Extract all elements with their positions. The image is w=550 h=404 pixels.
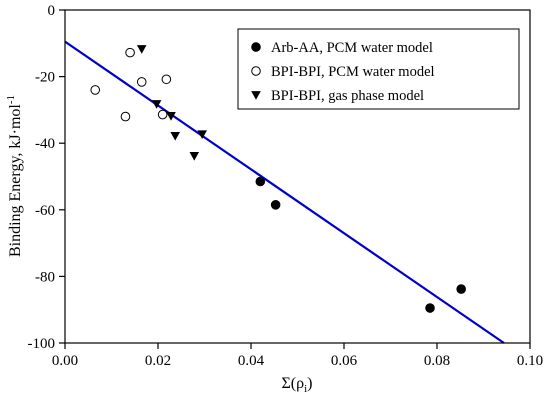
data-point-series-2-2 [120, 111, 131, 122]
y-axis-title-superscript: -1 [5, 95, 17, 104]
data-point-series-3-6 [197, 130, 207, 140]
y-axis-ticks: 0 -20 -40 -60 -80 -100 [28, 3, 65, 352]
y-axis-title-main: Binding Energy, kJ·mol [7, 104, 24, 257]
y-tick-label: -60 [35, 203, 55, 219]
data-point-series-2-5 [157, 109, 168, 120]
data-point-series-3-4 [170, 132, 181, 141]
data-point-series-3-2 [151, 100, 162, 109]
data-point-series-2-4 [136, 77, 147, 87]
data-point-series-2-3 [125, 47, 135, 58]
legend-label-series-2: BPI-BPI, PCM water model [271, 64, 435, 80]
x-axis-title: Σ(ρi) [281, 375, 312, 395]
x-axis-title-subscript: i [304, 383, 307, 395]
y-tick-label: 0 [48, 3, 56, 19]
y-tick-label: -40 [35, 136, 55, 152]
regression-fit-line [64, 40, 505, 344]
legend-marker-series-2 [251, 66, 261, 76]
data-point-series-1-4 [456, 284, 466, 294]
data-point-series-1-1 [255, 176, 266, 187]
y-axis-title: Binding Energy, kJ·mol-1 [5, 95, 24, 257]
y-tick-label: -100 [28, 336, 56, 352]
x-tick-label: 0.08 [424, 353, 450, 369]
x-axis-title-main: Σ(ρ [281, 375, 304, 392]
y-tick-label: -80 [35, 269, 55, 285]
plot-area-frame [64, 9, 531, 344]
legend-marker-series-1 [251, 42, 261, 52]
y-tick-label: -20 [35, 70, 55, 86]
x-axis-title-close: ) [307, 375, 312, 392]
data-point-series-3-3 [166, 112, 176, 121]
legend-box [237, 28, 520, 110]
x-tick-label: 0.10 [517, 353, 543, 369]
legend-label-series-1: Arb-AA, PCM water model [271, 40, 433, 56]
data-point-series-3-1 [136, 45, 147, 54]
legend: Arb-AA, PCM water model BPI-BPI, PCM wate… [237, 28, 520, 110]
x-tick-label: 0.00 [52, 353, 78, 369]
legend-marker-series-3 [251, 91, 261, 100]
x-tick-label: 0.04 [238, 353, 265, 369]
data-point-series-1-3 [425, 303, 435, 313]
data-point-series-3-5 [189, 152, 200, 161]
data-point-series-1-2 [270, 200, 281, 210]
legend-label-series-3: BPI-BPI, gas phase model [271, 88, 424, 104]
data-point-series-2-1 [90, 85, 101, 95]
x-tick-label: 0.06 [331, 353, 358, 369]
data-point-series-2-6 [161, 74, 172, 85]
x-tick-label: 0.02 [145, 353, 171, 369]
x-axis-ticks: 0.00 0.02 0.04 0.06 0.08 0.10 [52, 343, 543, 369]
